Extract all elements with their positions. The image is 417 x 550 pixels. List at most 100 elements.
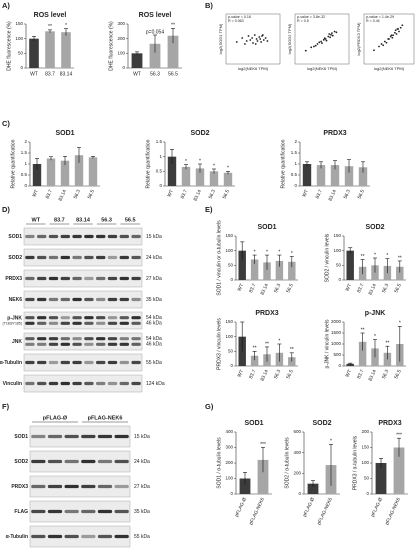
point — [259, 38, 262, 40]
x-tick-label: 56.5 — [393, 369, 403, 380]
band — [119, 381, 129, 386]
point — [333, 30, 336, 33]
y-tick-label: 0 — [20, 65, 23, 70]
band — [107, 321, 118, 325]
stat-label: p-value = 3.8e-32 — [297, 15, 325, 19]
stat-label: R = 0.44 — [366, 19, 380, 23]
y-tick-label: 100 — [15, 36, 23, 41]
point — [235, 41, 238, 43]
band — [96, 381, 106, 386]
x-tick-label: 83.7 — [356, 283, 366, 294]
blot-strip — [23, 269, 143, 288]
point — [262, 39, 265, 41]
band — [97, 434, 113, 439]
point — [264, 37, 267, 39]
band — [64, 534, 79, 539]
significance: * — [278, 249, 280, 255]
significance: * — [266, 249, 268, 255]
band — [84, 321, 94, 325]
band — [48, 234, 59, 239]
y-axis-label: DHE fluorescence (%) — [6, 21, 12, 71]
kda-label: 35 kDa — [146, 297, 162, 303]
y-tick-label: 0 — [338, 363, 341, 368]
band — [25, 321, 35, 325]
point — [323, 37, 326, 40]
x-tick-label: 56.3 — [381, 283, 391, 294]
y-tick-label: 1500 — [331, 330, 342, 335]
y-tick-label: 100 — [361, 460, 369, 465]
band — [131, 337, 141, 341]
stat-label: R = 0.5 — [297, 19, 309, 23]
band — [107, 337, 118, 341]
bar — [131, 53, 143, 68]
y-tick-label: 50 — [364, 476, 370, 481]
band — [81, 509, 96, 514]
band — [131, 297, 141, 302]
y-tick-label: 50 — [18, 51, 24, 56]
band — [84, 316, 94, 320]
band — [114, 459, 129, 464]
bar — [88, 157, 98, 186]
chart-title: SOD1 — [55, 130, 74, 137]
chart-title: ROS level — [139, 12, 172, 19]
blot-strip — [29, 425, 131, 448]
x-tick-label: 83.14 — [259, 283, 270, 297]
band — [119, 321, 129, 325]
y-tick-label: 0.5 — [291, 172, 298, 177]
plot-frame — [363, 13, 415, 65]
point — [373, 49, 375, 52]
significance: ** — [290, 347, 294, 353]
x-tick-label: WT — [237, 283, 246, 292]
blot-strip — [23, 332, 143, 351]
band — [114, 434, 129, 439]
x-tick-label: pFLAG-NEK6 — [384, 497, 402, 526]
point — [325, 39, 328, 42]
bar — [181, 166, 191, 186]
x-tick-label: 56.5 — [285, 369, 295, 380]
band — [96, 342, 106, 346]
x-tick-label: 83.7 — [45, 71, 55, 77]
bar — [302, 164, 312, 186]
band — [37, 360, 47, 365]
x-tick-label: 83.14 — [60, 71, 73, 77]
y-axis-label: PRDX3 / α-tubulin levels — [352, 435, 358, 490]
bar — [195, 168, 205, 186]
band — [119, 255, 129, 260]
point — [380, 43, 383, 45]
band — [119, 342, 129, 346]
kda-label: 46 kDa — [146, 321, 162, 327]
y-tick-label: 150 — [225, 319, 233, 324]
y-tick-label: 150 — [361, 445, 369, 450]
band — [31, 459, 46, 464]
row-label: NEK6 — [9, 297, 23, 303]
bar — [238, 250, 246, 280]
band — [47, 509, 63, 514]
band — [96, 276, 106, 281]
band — [114, 484, 129, 489]
y-tick-label: 0 — [230, 277, 233, 282]
significance: * — [374, 334, 376, 340]
row-label: α-Tubulin — [0, 360, 22, 366]
x-tick-label: 56.5 — [357, 189, 367, 200]
y-tick-label: 1.5 — [21, 150, 28, 155]
kda-label: 55 kDa — [146, 360, 162, 366]
x-tick-label: 83.14 — [57, 189, 68, 203]
row-label: SOD2 — [8, 255, 22, 261]
y-tick-label: 600 — [293, 429, 301, 434]
band — [84, 255, 94, 260]
significance: * — [330, 439, 332, 445]
kda-label: 24 kDa — [134, 459, 150, 465]
point — [310, 46, 313, 49]
point — [395, 33, 398, 35]
band — [60, 360, 70, 365]
band — [72, 342, 82, 346]
kda-label: 46 kDa — [146, 342, 162, 348]
band — [107, 342, 118, 346]
kda-label: 24 kDa — [146, 255, 162, 261]
significance: * — [185, 159, 187, 165]
y-axis-label: Relative quantification — [280, 139, 286, 188]
band — [84, 360, 94, 365]
band — [107, 255, 118, 260]
significance: * — [254, 249, 256, 255]
band — [25, 360, 35, 365]
